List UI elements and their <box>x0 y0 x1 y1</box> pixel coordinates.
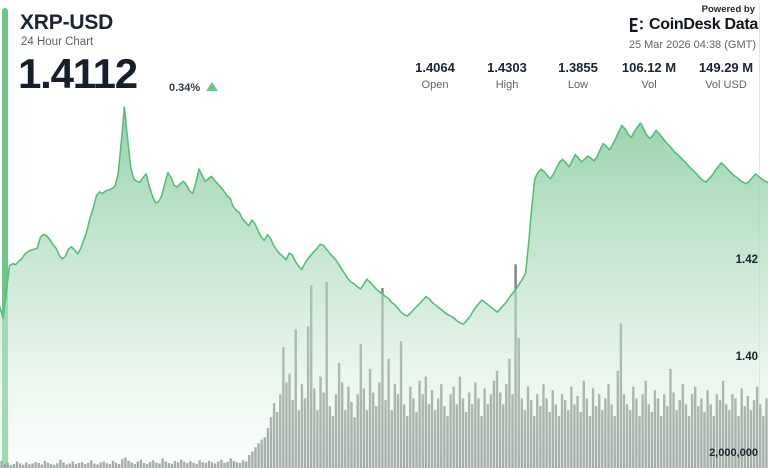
axis-label-price-high: 1.42 <box>735 254 758 266</box>
stat-low: 1.3855 Low <box>541 60 615 93</box>
stat-low-label: Low <box>567 79 589 91</box>
stat-open-label: Open <box>421 79 449 91</box>
chart-subtitle: 24 Hour Chart <box>21 36 94 48</box>
axis-label-volume: 2,000,000 <box>709 447 758 459</box>
widget-header: XRP-USD 24 Hour Chart 1.4112 0.34% 1.406… <box>0 0 768 108</box>
stat-open: 1.4064 Open <box>398 60 472 93</box>
stat-high-value: 1.4303 <box>487 60 527 75</box>
brand-block: CoinDesk Data <box>538 16 758 34</box>
change-percent: 0.34% <box>169 82 201 94</box>
stat-volume-usd-value: 149.29 M <box>698 60 754 75</box>
stat-open-value: 1.4064 <box>415 60 455 75</box>
pair-title: XRP-USD <box>20 11 114 34</box>
stat-low-value: 1.3855 <box>558 60 598 75</box>
chart-plot-area[interactable]: 1.42 1.40 2,000,000 06:00 12:00 18:00 00… <box>0 104 768 468</box>
stat-volume: 106.12 M Vol <box>609 60 689 93</box>
stat-high-label: High <box>495 79 519 91</box>
stat-high: 1.4303 High <box>470 60 544 93</box>
stat-volume-label: Vol <box>641 79 657 91</box>
coindesk-bracket-icon <box>629 18 643 32</box>
stat-volume-usd-label: Vol USD <box>705 79 747 91</box>
stat-volume-value: 106.12 M <box>621 60 677 75</box>
quote-timestamp: 25 Mar 2026 04:38 (GMT) <box>628 39 756 51</box>
powered-by-label: Powered by <box>701 4 755 15</box>
price-area-fill <box>0 107 768 468</box>
stat-volume-usd: 149.29 M Vol USD <box>685 60 767 93</box>
chart-svg <box>0 106 768 468</box>
change-up-arrow-icon <box>206 82 218 91</box>
current-price: 1.4112 <box>18 50 138 97</box>
left-accent-bar <box>2 8 8 468</box>
brand-name: CoinDesk Data <box>648 16 758 33</box>
price-line <box>0 106 768 326</box>
axis-label-price-low: 1.40 <box>735 351 758 363</box>
